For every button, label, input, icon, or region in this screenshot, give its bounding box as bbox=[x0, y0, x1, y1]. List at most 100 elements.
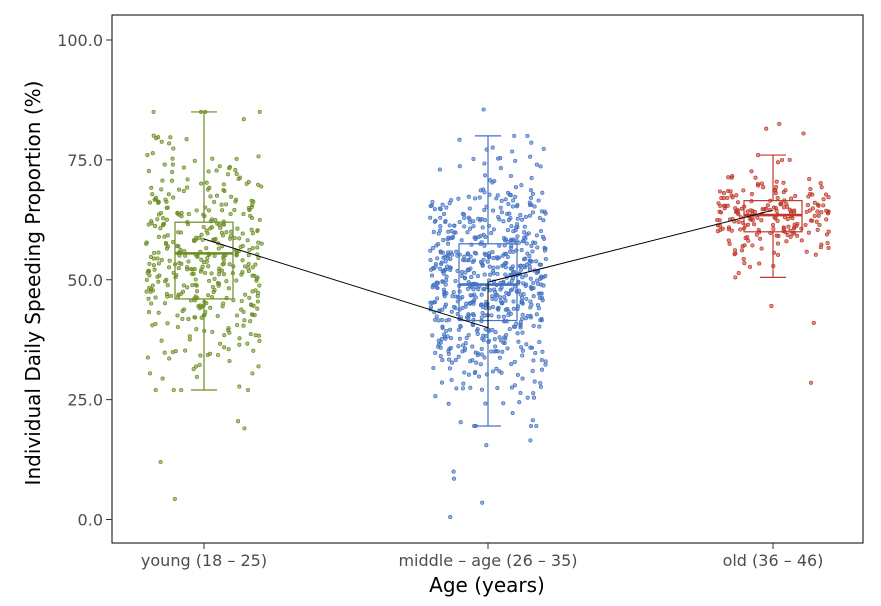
data-point bbox=[428, 300, 433, 305]
data-point bbox=[194, 289, 200, 294]
data-point bbox=[814, 219, 819, 224]
data-point bbox=[194, 208, 199, 213]
data-point bbox=[146, 310, 152, 315]
data-point bbox=[434, 314, 439, 319]
data-point bbox=[752, 222, 757, 227]
data-point bbox=[162, 162, 167, 167]
data-point bbox=[444, 291, 449, 296]
data-point bbox=[209, 271, 214, 276]
data-point bbox=[479, 346, 484, 352]
data-point bbox=[506, 218, 511, 223]
data-point bbox=[257, 217, 262, 222]
data-point bbox=[715, 229, 720, 234]
data-point bbox=[147, 273, 152, 278]
data-point bbox=[206, 264, 211, 269]
data-point bbox=[824, 217, 829, 222]
data-point bbox=[438, 215, 443, 220]
data-point bbox=[170, 170, 175, 175]
data-point bbox=[251, 199, 256, 204]
data-point bbox=[487, 255, 492, 260]
data-point bbox=[536, 198, 541, 203]
data-point bbox=[500, 253, 505, 258]
data-point bbox=[823, 192, 829, 197]
data-point bbox=[432, 219, 437, 224]
data-point bbox=[210, 329, 215, 334]
data-point bbox=[480, 225, 485, 230]
data-point bbox=[746, 222, 751, 227]
data-point bbox=[236, 419, 241, 424]
data-point bbox=[249, 204, 254, 210]
data-point bbox=[208, 305, 213, 310]
data-point bbox=[490, 250, 495, 255]
data-point bbox=[756, 183, 761, 188]
data-point bbox=[234, 252, 239, 257]
data-point bbox=[155, 256, 160, 261]
data-point bbox=[436, 280, 441, 285]
data-point bbox=[501, 219, 506, 224]
data-point bbox=[453, 230, 458, 235]
data-point bbox=[156, 261, 161, 266]
data-point bbox=[495, 386, 500, 391]
data-point bbox=[491, 265, 496, 270]
data-point bbox=[215, 352, 221, 358]
data-point bbox=[750, 243, 755, 248]
data-point bbox=[222, 333, 227, 338]
data-point bbox=[457, 137, 462, 142]
data-point bbox=[145, 355, 150, 360]
data-point bbox=[445, 264, 450, 269]
data-point bbox=[181, 165, 186, 170]
x-tick-label: middle – age (26 – 35) bbox=[398, 551, 577, 570]
data-point bbox=[469, 275, 474, 280]
data-point bbox=[433, 350, 438, 355]
data-point bbox=[462, 276, 468, 281]
data-point bbox=[513, 324, 518, 329]
data-point bbox=[543, 362, 548, 367]
data-point bbox=[453, 294, 459, 299]
data-point bbox=[498, 156, 503, 161]
data-point bbox=[434, 243, 439, 248]
data-point bbox=[212, 199, 217, 205]
data-point bbox=[535, 278, 540, 283]
data-point bbox=[246, 253, 251, 258]
data-point bbox=[505, 346, 510, 351]
data-point bbox=[483, 173, 488, 178]
data-point bbox=[169, 178, 175, 183]
data-point bbox=[450, 235, 455, 240]
data-point bbox=[774, 179, 779, 184]
data-point bbox=[805, 202, 810, 208]
data-point bbox=[509, 224, 514, 229]
data-point bbox=[191, 238, 196, 243]
data-point bbox=[204, 180, 209, 185]
data-point bbox=[442, 294, 447, 299]
data-point bbox=[431, 300, 437, 305]
data-point bbox=[513, 158, 518, 163]
data-point bbox=[428, 248, 433, 253]
data-point bbox=[520, 348, 525, 353]
data-point bbox=[510, 270, 515, 275]
data-point bbox=[253, 333, 258, 338]
data-point bbox=[489, 313, 494, 318]
data-point bbox=[250, 246, 255, 251]
data-point bbox=[153, 321, 158, 327]
data-point bbox=[471, 219, 476, 224]
data-point bbox=[451, 290, 456, 295]
data-point bbox=[227, 165, 232, 170]
data-point bbox=[476, 287, 481, 292]
x-tick-label: old (36 – 46) bbox=[723, 551, 824, 570]
data-point bbox=[485, 259, 490, 264]
data-point bbox=[515, 203, 520, 208]
data-point bbox=[503, 197, 508, 202]
data-point bbox=[739, 248, 745, 253]
data-point bbox=[441, 238, 446, 243]
data-point bbox=[224, 202, 229, 207]
data-point bbox=[439, 380, 445, 385]
data-point bbox=[527, 254, 532, 259]
data-point bbox=[748, 217, 754, 222]
data-point bbox=[530, 418, 535, 423]
data-point bbox=[153, 387, 158, 393]
data-point bbox=[463, 270, 468, 275]
data-point bbox=[255, 245, 260, 250]
data-point bbox=[471, 313, 476, 318]
data-point bbox=[454, 386, 459, 391]
